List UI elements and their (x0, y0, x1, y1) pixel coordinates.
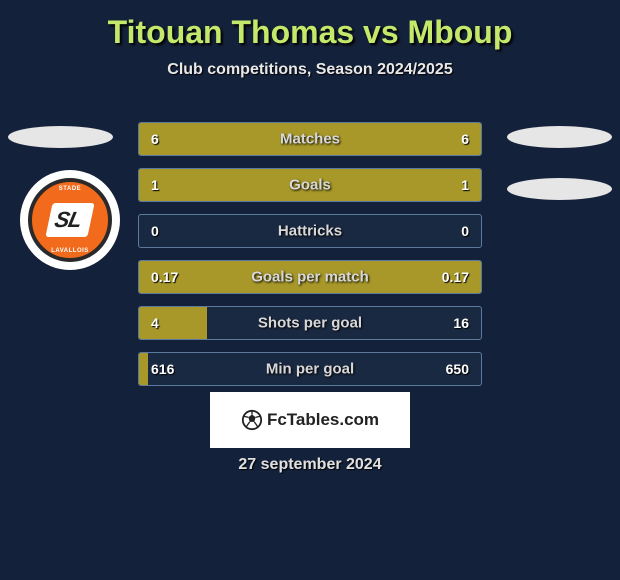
row-label: Shots per goal (258, 315, 362, 332)
bar-left (139, 307, 207, 339)
soccer-ball-icon (241, 409, 263, 431)
comparison-row: 616 650 Min per goal (138, 352, 482, 386)
value-left: 0.17 (151, 269, 178, 285)
attribution-text: FcTables.com (267, 410, 379, 430)
comparison-row: 6 6 Matches (138, 122, 482, 156)
bar-right (310, 169, 481, 201)
player-right-placeholder-2 (507, 178, 612, 200)
value-right: 6 (461, 131, 469, 147)
value-right: 1 (461, 177, 469, 193)
value-left: 6 (151, 131, 159, 147)
page-title: Titouan Thomas vs Mboup (0, 0, 620, 51)
value-left: 0 (151, 223, 159, 239)
row-label: Hattricks (278, 223, 342, 240)
attribution-badge: FcTables.com (210, 392, 410, 448)
row-label: Goals per match (251, 269, 369, 286)
value-left: 4 (151, 315, 159, 331)
club-badge: STADE SL LAVALLOIS (20, 170, 120, 270)
value-right: 0.17 (442, 269, 469, 285)
comparison-row: 4 16 Shots per goal (138, 306, 482, 340)
page-subtitle: Club competitions, Season 2024/2025 (0, 61, 620, 79)
player-left-placeholder (8, 126, 113, 148)
value-right: 0 (461, 223, 469, 239)
badge-top-text: STADE (59, 186, 81, 192)
value-left: 1 (151, 177, 159, 193)
bar-left (139, 353, 148, 385)
bar-left (139, 169, 310, 201)
badge-abbrev: SL (45, 203, 94, 237)
badge-bottom-text: LAVALLOIS (51, 248, 89, 254)
player-right-placeholder-1 (507, 126, 612, 148)
comparison-row: 0 0 Hattricks (138, 214, 482, 248)
value-right: 650 (446, 361, 469, 377)
comparison-row: 0.17 0.17 Goals per match (138, 260, 482, 294)
value-right: 16 (453, 315, 469, 331)
date-text: 27 september 2024 (238, 456, 381, 474)
comparison-row: 1 1 Goals (138, 168, 482, 202)
value-left: 616 (151, 361, 174, 377)
row-label: Goals (289, 177, 331, 194)
comparison-rows: 6 6 Matches 1 1 Goals 0 0 Hattricks 0.17 0.17 Goals… (138, 122, 482, 398)
row-label: Matches (280, 131, 340, 148)
row-label: Min per goal (266, 361, 354, 378)
club-badge-inner: STADE SL LAVALLOIS (28, 178, 112, 262)
